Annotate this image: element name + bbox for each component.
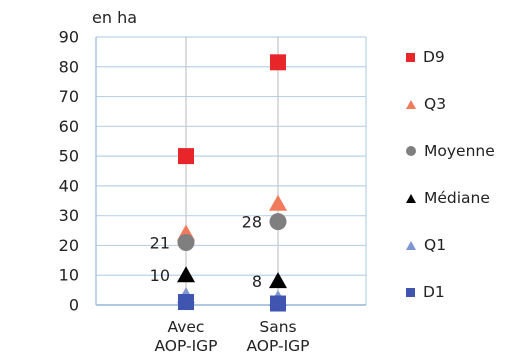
y-tick-label: 50 xyxy=(59,147,79,166)
data-label: 28 xyxy=(242,213,262,232)
legend-swatch xyxy=(406,287,415,297)
data-label: 10 xyxy=(150,266,170,285)
marker-d1 xyxy=(178,294,194,311)
marker-moyenne xyxy=(269,213,287,231)
y-tick-label: 30 xyxy=(59,206,79,225)
y-tick-label: 90 xyxy=(59,28,79,47)
data-label: 21 xyxy=(150,233,170,252)
y-tick-label: 10 xyxy=(59,266,79,285)
y-tick-label: 40 xyxy=(59,176,79,195)
marker-d9 xyxy=(178,148,194,165)
y-tick-label: 20 xyxy=(59,236,79,255)
legend-label: Moyenne xyxy=(424,142,495,160)
legend-swatch xyxy=(406,99,416,109)
marker-moyenne xyxy=(177,233,195,251)
legend-label: Médiane xyxy=(424,189,490,207)
marker-mediane xyxy=(177,266,195,283)
data-label: 8 xyxy=(252,272,262,291)
legend-swatch xyxy=(406,193,416,203)
y-tick-label: 70 xyxy=(59,87,79,106)
legend-item: Moyenne xyxy=(406,142,495,160)
legend-item: D1 xyxy=(406,283,445,301)
legend-item: Q3 xyxy=(406,95,446,113)
y-axis-title: en ha xyxy=(92,8,138,27)
legend-item: D9 xyxy=(406,48,445,66)
y-tick-label: 80 xyxy=(59,57,79,76)
legend-label: D1 xyxy=(423,283,445,301)
legend-item: Q1 xyxy=(406,236,446,254)
legend-item: Médiane xyxy=(406,189,490,207)
legend-swatch xyxy=(406,52,415,62)
legend-swatch xyxy=(406,240,416,250)
x-tick-label: Avec AOP-IGP xyxy=(154,318,217,355)
y-tick-label: 0 xyxy=(69,296,79,315)
marker-mediane xyxy=(269,272,287,289)
legend-label: Q1 xyxy=(424,236,447,254)
x-tick-label: Sans AOP-IGP xyxy=(246,318,309,355)
y-tick-label: 60 xyxy=(59,117,79,136)
legend-label: D9 xyxy=(423,48,445,66)
legend-swatch xyxy=(406,146,416,156)
legend-label: Q3 xyxy=(424,95,447,113)
marker-d9 xyxy=(270,54,286,71)
marker-q3 xyxy=(269,194,287,211)
marker-d1 xyxy=(270,295,286,312)
